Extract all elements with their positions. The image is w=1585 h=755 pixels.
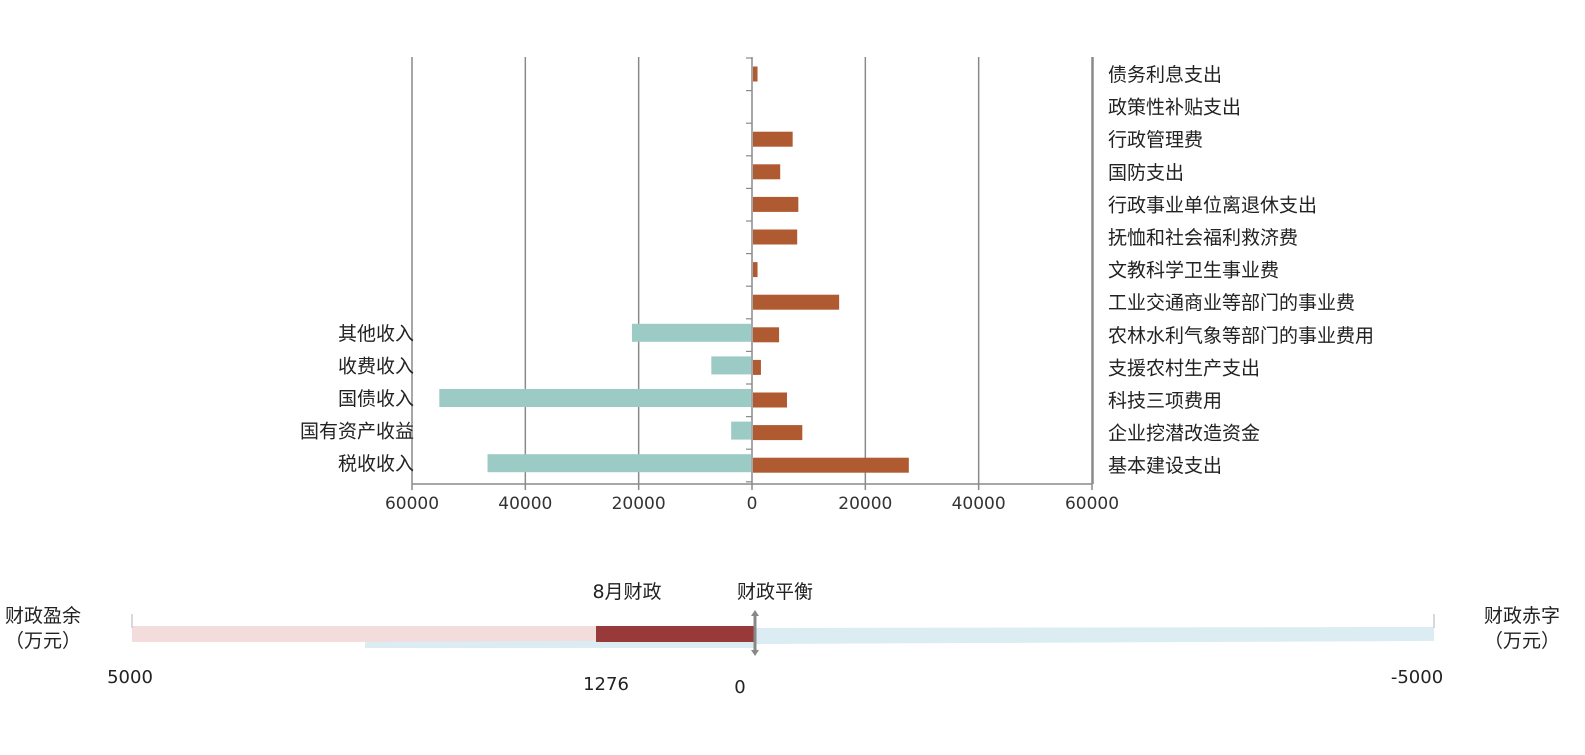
expenditure-label: 科技三项费用: [1108, 390, 1222, 412]
x-tick-label: 40000: [952, 494, 1006, 514]
x-axis: 60000 40000 20000 0 20000 40000 60000: [385, 57, 1119, 514]
revenue-bar: [731, 421, 751, 440]
expenditure-label: 抚恤和社会福利救济费: [1108, 227, 1298, 249]
range-right-label: -5000: [1391, 667, 1443, 688]
expenditure-category-labels: 债务利息支出政策性补贴支出行政管理费国防支出行政事业单位离退休支出抚恤和社会福利…: [1108, 64, 1374, 477]
x-tick-label: 40000: [498, 494, 552, 514]
expenditure-bar: [753, 457, 909, 473]
fiscal-balance-gauge: 财政盈余 （万元） 财政赤字 （万元） 8月财政 财政平衡 5000 -5000 1276 0: [5, 581, 1560, 698]
expenditure-bar: [753, 425, 803, 441]
expenditure-label: 政策性补贴支出: [1108, 97, 1241, 119]
expenditure-bar: [753, 262, 758, 278]
value-bar: [596, 626, 755, 642]
balance-label: 财政平衡: [737, 581, 813, 603]
surplus-title: 财政盈余: [5, 605, 81, 627]
surplus-unit: （万元）: [5, 630, 81, 652]
x-tick-label: 60000: [385, 494, 439, 514]
revenue-bar: [711, 356, 751, 375]
revenue-bar: [632, 323, 751, 342]
balance-marker-bottom: [751, 650, 759, 656]
balance-marker-top: [751, 610, 759, 616]
deficit-track: [755, 627, 1434, 644]
expenditure-bar: [753, 229, 798, 245]
deficit-title: 财政赤字: [1484, 605, 1560, 627]
expenditure-label: 农林水利气象等部门的事业费用: [1108, 325, 1374, 347]
expenditure-bar: [753, 359, 761, 375]
expenditure-label: 国防支出: [1108, 162, 1184, 184]
revenue-label: 国有资产收益: [300, 421, 414, 443]
deficit-unit: （万元）: [1484, 630, 1560, 652]
revenue-label: 收费收入: [338, 355, 414, 377]
expenditure-bar: [753, 131, 793, 147]
revenue-bar: [439, 389, 751, 407]
value-label: 1276: [583, 674, 629, 695]
expenditure-label: 债务利息支出: [1108, 64, 1222, 86]
expenditure-label: 行政管理费: [1108, 129, 1203, 151]
expenditure-bar: [753, 196, 799, 212]
revenue-label: 国债收入: [338, 388, 414, 410]
expenditure-bar: [753, 164, 781, 180]
revenue-label: 税收收入: [338, 453, 414, 475]
expenditure-label: 基本建设支出: [1108, 455, 1222, 477]
x-tick-label: 60000: [1065, 494, 1119, 514]
revenue-series: [439, 323, 751, 473]
expenditure-label: 工业交通商业等部门的事业费: [1108, 292, 1355, 314]
expenditure-series: [753, 66, 909, 473]
revenue-label: 其他收入: [338, 323, 414, 345]
x-tick-label: 0: [747, 494, 758, 514]
expenditure-bar: [753, 327, 780, 343]
expenditure-bar: [753, 294, 840, 310]
x-tick-label: 20000: [612, 494, 666, 514]
expenditure-label: 行政事业单位离退休支出: [1108, 194, 1317, 216]
expenditure-label: 文教科学卫生事业费: [1108, 260, 1279, 282]
expenditure-label: 企业挖潜改造资金: [1108, 423, 1260, 445]
expenditure-bar: [753, 392, 787, 408]
zero-label: 0: [734, 677, 745, 698]
revenue-bar: [487, 454, 751, 473]
marker-label: 8月财政: [592, 581, 661, 603]
expenditure-label: 支援农村生产支出: [1108, 357, 1260, 379]
grid-lines: [411, 57, 1094, 484]
range-left-label: 5000: [107, 667, 153, 688]
expenditure-bar: [753, 66, 758, 82]
x-tick-label: 20000: [838, 494, 892, 514]
